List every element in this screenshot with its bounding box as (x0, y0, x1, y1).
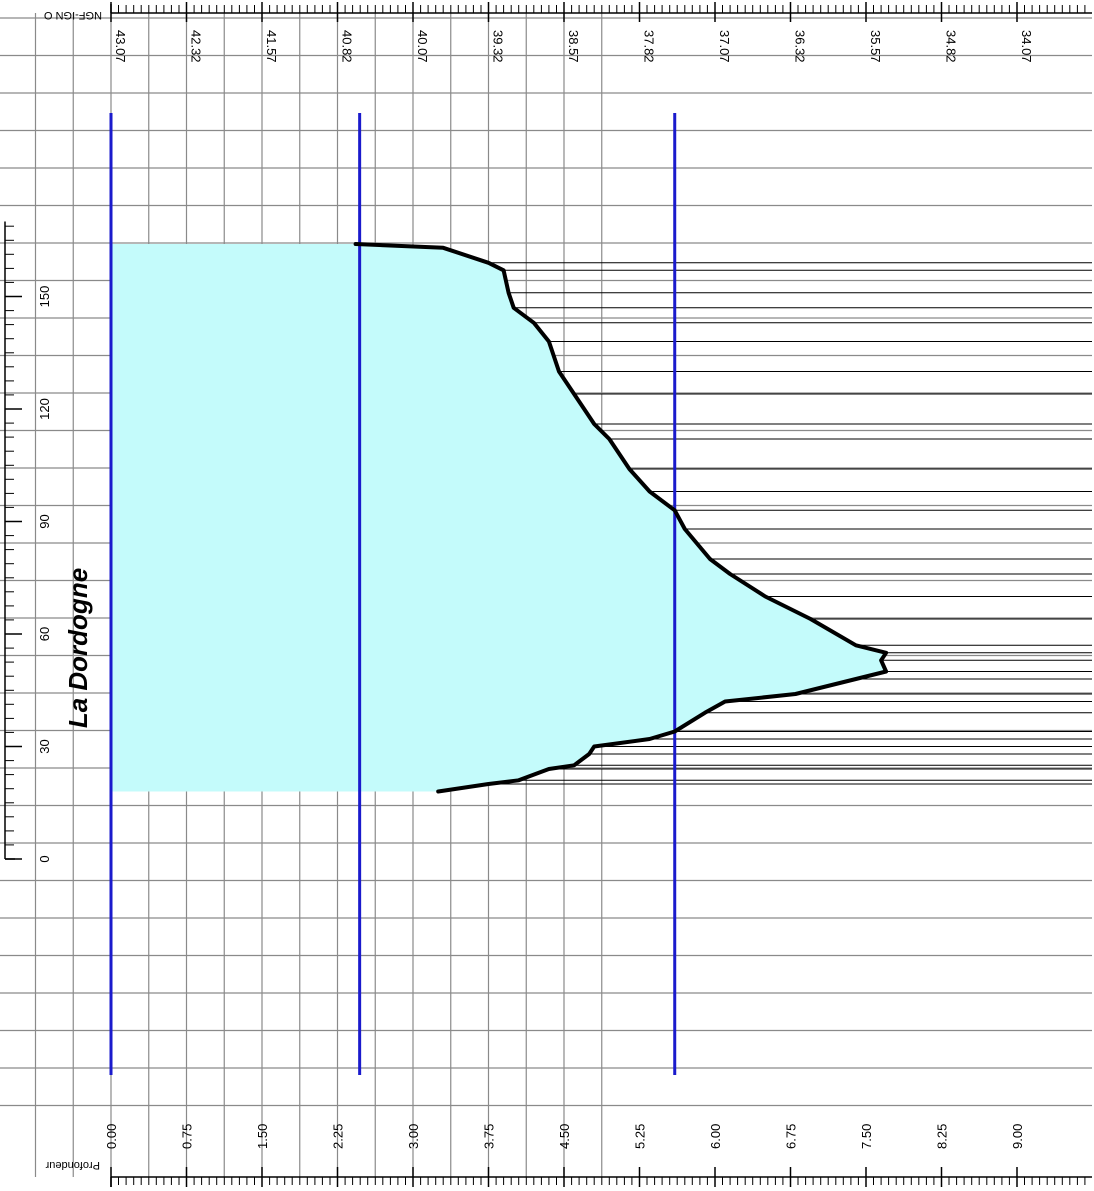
top-tick-label: 43.07 (113, 30, 128, 63)
top-tick-label: 34.07 (1019, 30, 1034, 63)
top-tick-label: 40.07 (415, 30, 430, 63)
left-tick-label: 120 (37, 398, 52, 420)
top-tick-label: 34.82 (944, 30, 959, 63)
bottom-tick-label: 0.75 (180, 1124, 195, 1149)
left-tick-label: 150 (37, 286, 52, 308)
bottom-tick-label: 3.75 (482, 1124, 497, 1149)
riverbed-profile-line (353, 242, 889, 794)
bottom-tick-label: 9.00 (1010, 1124, 1025, 1149)
bottom-tick-label: 8.25 (935, 1124, 950, 1149)
top-tick-label: 36.32 (793, 30, 808, 63)
bottom-tick-label: 6.00 (708, 1124, 723, 1149)
reference-lines (109, 113, 677, 1075)
top-tick-label: 35.57 (868, 30, 883, 63)
left-tick-label: 90 (37, 514, 52, 528)
left-tick-label: 0 (37, 855, 52, 862)
top-tick-label: 42.32 (189, 30, 204, 63)
river-name-label: La Dordogne (63, 568, 93, 728)
bottom-tick-label: 6.75 (784, 1124, 799, 1149)
bottom-tick-label: 1.50 (255, 1124, 270, 1149)
top-tick-label: 37.07 (717, 30, 732, 63)
top-tick-label: 38.57 (566, 30, 581, 63)
top-tick-label: 37.82 (642, 30, 657, 63)
bottom-tick-label: 3.00 (406, 1124, 421, 1149)
top-axis-label: NGF-IGN O (44, 9, 102, 21)
water-area (111, 244, 887, 792)
bottom-tick-label: 4.50 (557, 1124, 572, 1149)
bottom-tick-label: 7.50 (859, 1124, 874, 1149)
top-tick-label: 39.32 (491, 30, 506, 63)
top-tick-label: 40.82 (340, 30, 355, 63)
bottom-tick-label: 2.25 (331, 1124, 346, 1149)
top-tick-label: 41.57 (264, 30, 279, 63)
left-tick-label: 30 (37, 739, 52, 753)
bottom-tick-label: 5.25 (633, 1124, 648, 1149)
bottom-axis-label: Profondeur (45, 1159, 100, 1171)
left-tick-label: 60 (37, 627, 52, 641)
bottom-tick-label: 0.00 (104, 1124, 119, 1149)
tick-labels: 43.07 42.32 41.57 40.82 40.07 39.32 38.57 37.82… (5, 2, 1034, 1187)
bank-hatching (488, 262, 1092, 785)
